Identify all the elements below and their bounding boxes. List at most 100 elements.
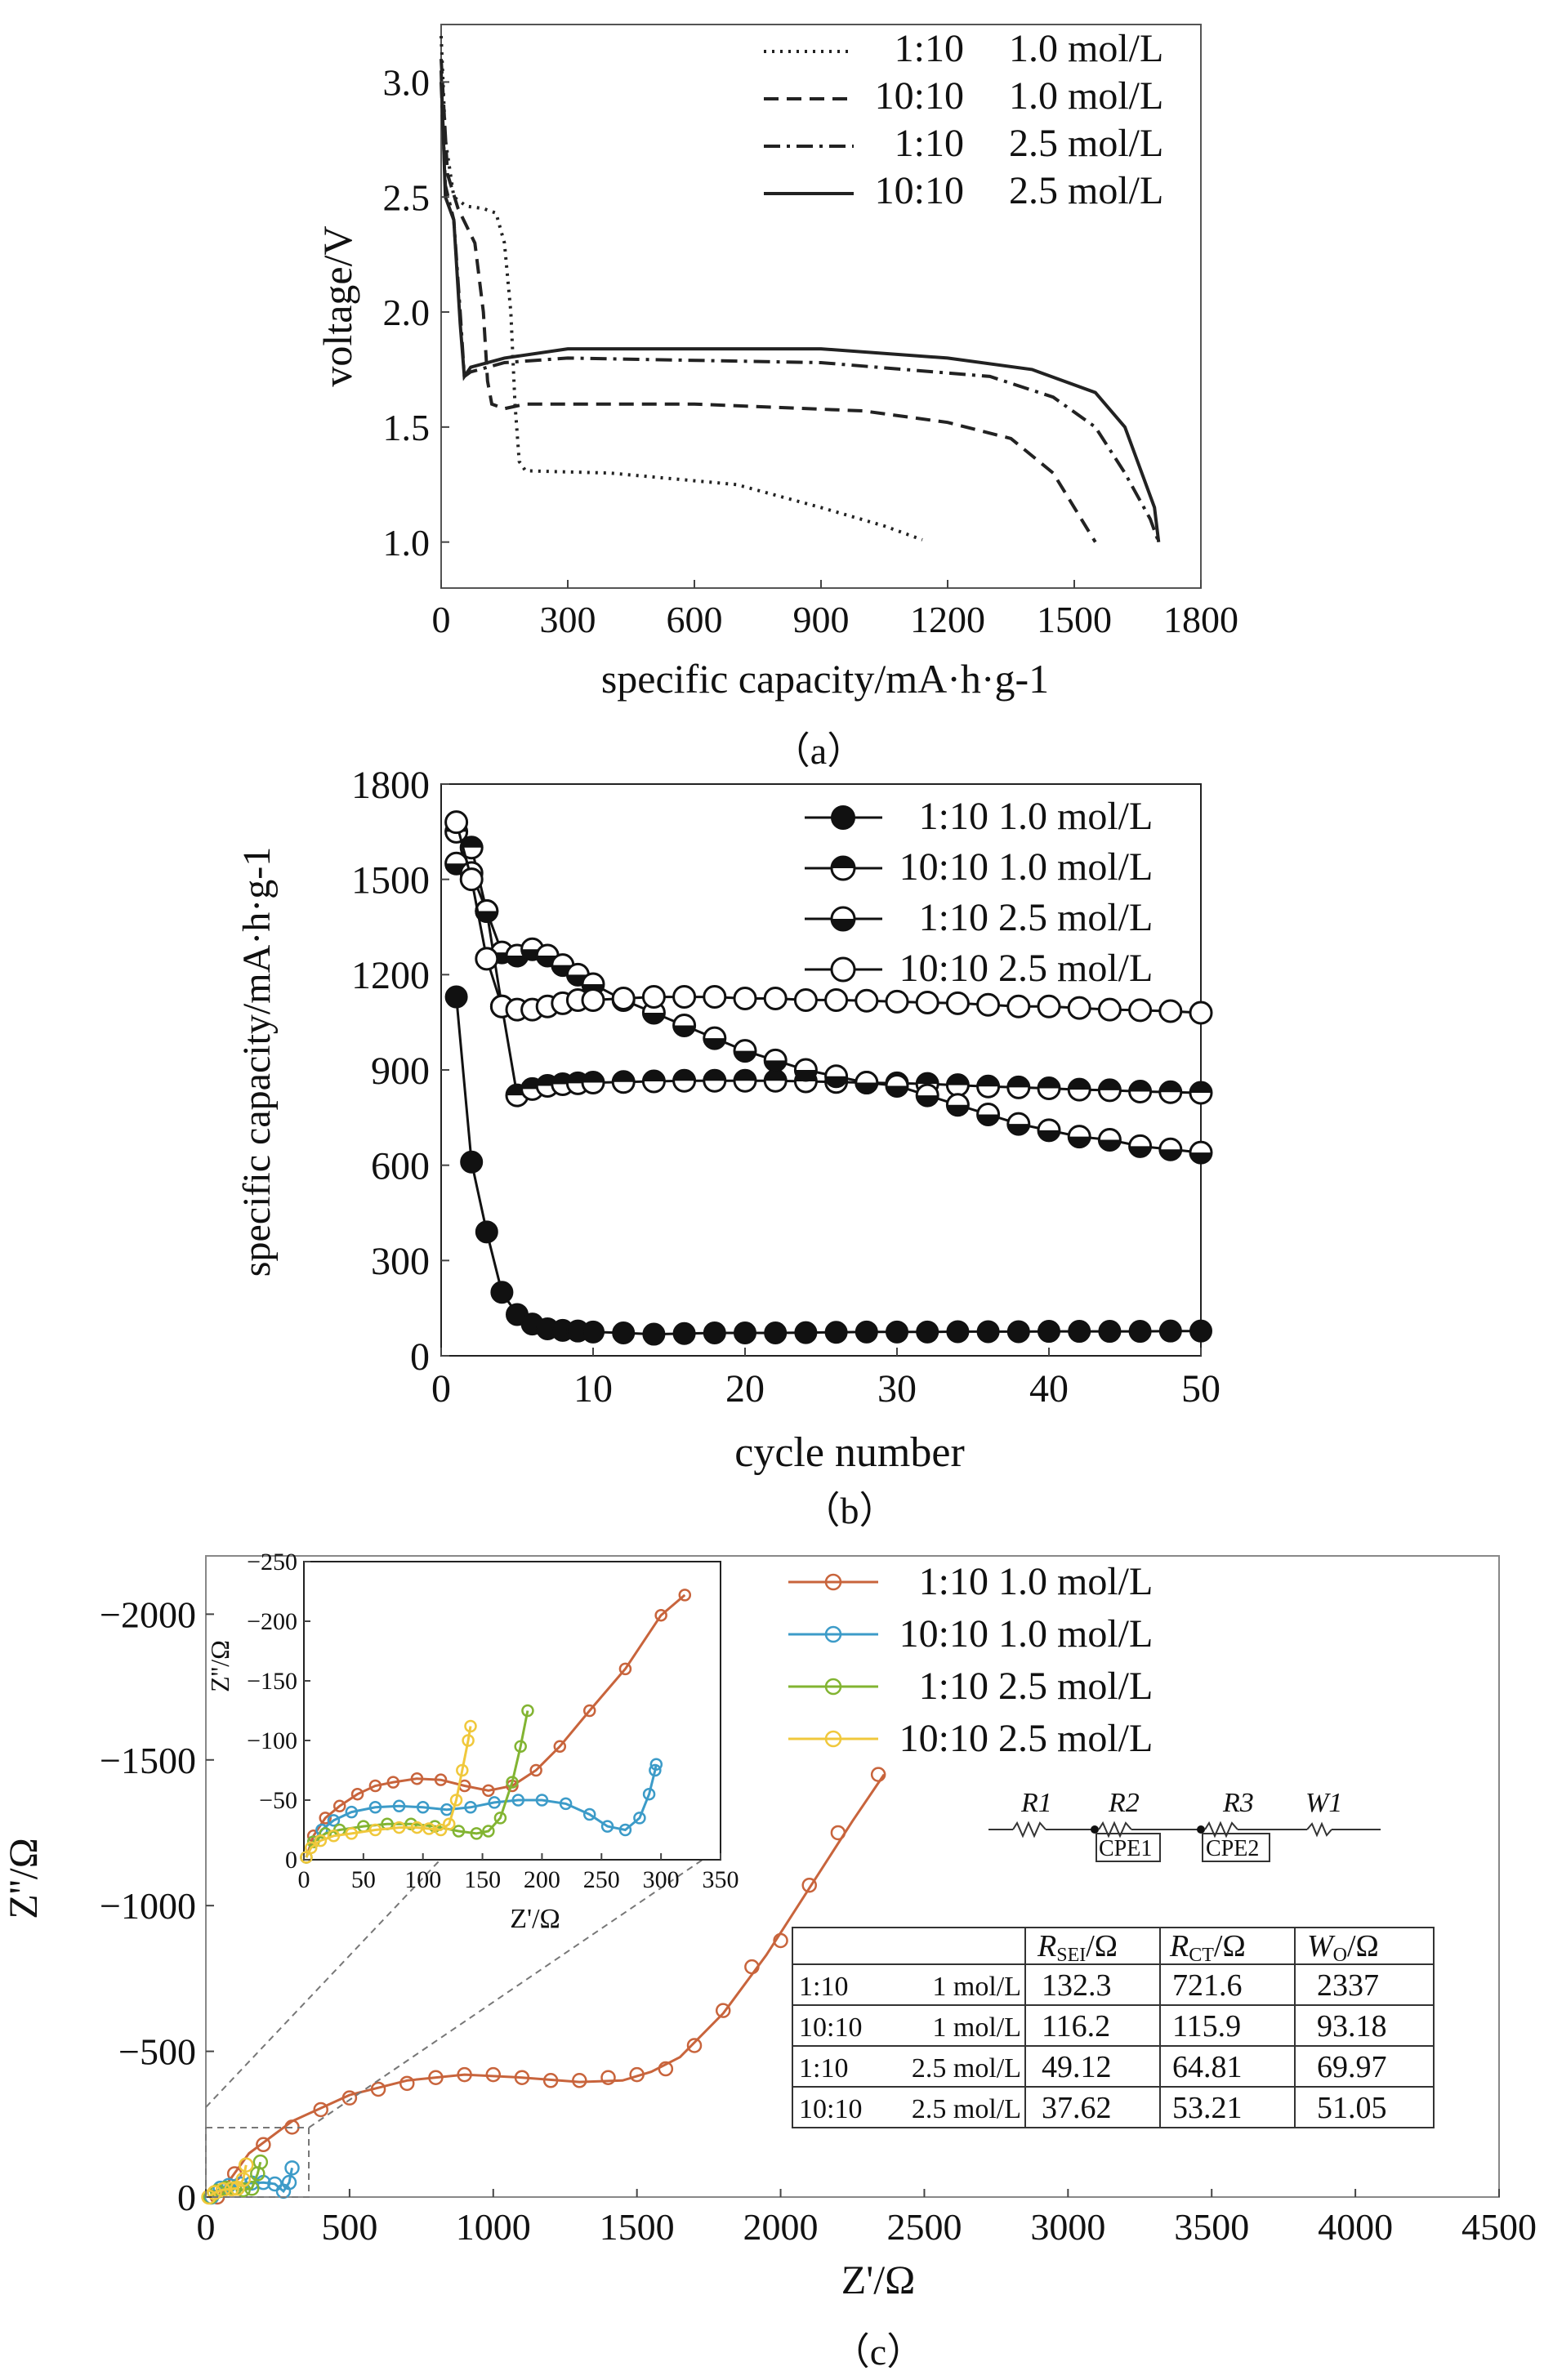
marker-open xyxy=(855,988,879,1013)
inset-x-tick-label: 150 xyxy=(464,1866,501,1893)
x-tick-label: 0 xyxy=(197,2206,216,2248)
inset-ylabel: Z''/Ω xyxy=(205,1640,234,1692)
point-b-4 xyxy=(459,867,484,892)
inset-point-4 xyxy=(327,1830,341,1843)
point-b-4 xyxy=(641,985,666,1009)
inset-y-tick-label: −100 xyxy=(247,1727,297,1754)
point-b-3 xyxy=(1006,1112,1031,1136)
table-row-1-rsei: 132.3 xyxy=(1042,1968,1112,2003)
inset-y-tick-label: −50 xyxy=(259,1787,297,1814)
zoom-connector-top xyxy=(205,1845,454,2108)
series-line-a-2 xyxy=(440,59,1097,543)
inset-point-4 xyxy=(300,1851,313,1864)
marker-open xyxy=(824,987,849,1012)
resistor-r1 xyxy=(1012,1821,1046,1838)
fit-line-c-1 xyxy=(216,1773,886,2198)
inset-line-1 xyxy=(305,1593,686,1858)
table-row-1-wo: 2337 xyxy=(1317,1968,1379,2003)
marker-half-fill xyxy=(582,1072,604,1083)
marker-half-fill xyxy=(1007,1124,1029,1135)
point-c-1 xyxy=(658,2061,674,2077)
inset-y-tick-label: −250 xyxy=(247,1549,297,1576)
fit-parameters-table: RSEI/Ω RCT/Ω WO/Ω 1:10 1 mol/L 132.3 721… xyxy=(792,1927,1435,2128)
x-tick-label: 1500 xyxy=(600,2206,675,2248)
marker-half-fill xyxy=(461,836,483,848)
marker-open xyxy=(1189,1001,1213,1025)
point-b-2 xyxy=(611,1070,636,1094)
inset-xlabel: Z'/Ω xyxy=(510,1904,560,1934)
point-b-1 xyxy=(475,1220,498,1244)
legend-marker-b-3 xyxy=(830,906,856,932)
marker-half-fill xyxy=(765,1060,787,1072)
inset-point-3 xyxy=(521,1704,534,1718)
panel-c-caption: （c） xyxy=(832,2331,924,2373)
point-c-1 xyxy=(370,2081,386,2097)
point-c-3 xyxy=(235,2182,251,2198)
point-b-2 xyxy=(945,1073,970,1098)
point-b-1 xyxy=(824,1321,848,1344)
point-b-4 xyxy=(945,991,970,1015)
legend-ratio-c-3: 1:10 xyxy=(919,1665,988,1708)
marker-open xyxy=(1067,996,1091,1020)
marker-half-fill xyxy=(1069,1079,1091,1090)
marker-open xyxy=(1006,994,1031,1018)
inset-point-4 xyxy=(410,1821,424,1834)
marker-open xyxy=(475,947,499,971)
marker-half-fill xyxy=(1129,1146,1151,1157)
legend-conc-b-2: 1.0 mol/L xyxy=(998,845,1153,889)
inset-point-2 xyxy=(633,1812,646,1825)
point-b-2 xyxy=(1189,1081,1213,1105)
circuit-label-r3: R3 xyxy=(1222,1788,1254,1818)
point-b-1 xyxy=(764,1321,788,1344)
marker-open xyxy=(703,985,727,1009)
marker-open xyxy=(641,985,666,1009)
table-header-rct: RCT/Ω xyxy=(1169,1929,1246,1966)
x-tick-label: 30 xyxy=(877,1367,917,1411)
x-tick-label: 4000 xyxy=(1318,2206,1393,2248)
inset-point-4 xyxy=(304,1841,318,1855)
marker-half-fill xyxy=(1190,1082,1212,1093)
marker-filled xyxy=(475,1220,498,1244)
point-b-3 xyxy=(1037,1118,1061,1143)
zoom-box xyxy=(205,2127,310,2198)
point-b-2 xyxy=(1158,1080,1183,1104)
panel-a-xlabel: specific capacity/mA·h·g-1 xyxy=(601,656,1049,702)
point-b-2 xyxy=(733,1068,757,1093)
inset-point-4 xyxy=(456,1763,469,1777)
x-tick-label: 50 xyxy=(1181,1367,1220,1411)
point-b-4 xyxy=(824,987,849,1012)
inset-point-3 xyxy=(493,1812,507,1825)
table-row-1-conc: 1 mol/L xyxy=(932,1972,1021,2002)
marker-half-fill xyxy=(832,857,855,868)
table-row-3-wo: 69.97 xyxy=(1317,2050,1387,2084)
inset-point-1 xyxy=(368,1779,382,1793)
x-tick-label: 40 xyxy=(1029,1367,1069,1411)
panel-c-axes xyxy=(205,1555,1500,2198)
legend-ratio-a-1: 1:10 xyxy=(895,27,964,70)
table-row-2-rsei: 116.2 xyxy=(1042,2009,1110,2044)
table-row-3-rsei: 49.12 xyxy=(1042,2050,1112,2084)
point-b-1 xyxy=(1068,1320,1091,1344)
table-row-2-wo: 93.18 xyxy=(1317,2009,1387,2044)
panel-c-y-ticks: 0 −500 −1000 −1500 −2000 xyxy=(100,1593,214,2218)
inset-point-4 xyxy=(368,1823,382,1837)
point-b-4 xyxy=(611,987,636,1010)
marker-filled xyxy=(976,1320,1000,1344)
marker-filled xyxy=(612,1321,636,1344)
point-b-3 xyxy=(1189,1140,1213,1165)
marker-half-fill xyxy=(1099,1079,1121,1090)
point-b-4 xyxy=(733,987,757,1010)
point-b-1 xyxy=(886,1320,908,1344)
inset-point-2 xyxy=(642,1787,656,1801)
point-b-4 xyxy=(793,987,818,1012)
marker-filled xyxy=(831,805,855,830)
point-b-4 xyxy=(855,988,879,1013)
point-b-3 xyxy=(763,1048,788,1072)
legend-conc-a-4: 2.5 mol/L xyxy=(1009,169,1163,212)
x-tick-label: 3000 xyxy=(1030,2206,1105,2248)
inset-plot: 0 50 100 150 200 250 300 350 0 −50 −100 −150 −200 −2… xyxy=(205,1549,739,1934)
circuit-node-2 xyxy=(1197,1825,1205,1834)
marker-open xyxy=(763,987,788,1010)
marker-open xyxy=(611,987,636,1010)
marker-half-fill xyxy=(643,1071,665,1081)
